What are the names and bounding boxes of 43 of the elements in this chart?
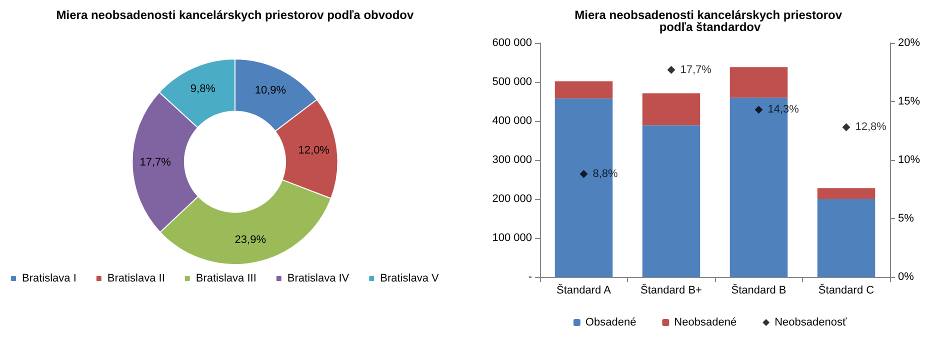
y2-tick-label: 20% xyxy=(898,37,920,49)
data-label: 17,7% xyxy=(140,156,172,168)
data-label: 17,7% xyxy=(680,64,712,76)
y-tick-label: 300 000 xyxy=(492,154,532,166)
point xyxy=(667,66,676,74)
legend-label: Bratislava V xyxy=(380,272,440,284)
y2-tick-label: 10% xyxy=(898,154,920,166)
bar xyxy=(817,199,876,277)
legend-label: Bratislava IV xyxy=(287,272,350,284)
point xyxy=(580,170,588,178)
legend-label: Neobsadené xyxy=(674,316,737,328)
bar xyxy=(554,81,613,98)
legend-label: Bratislava I xyxy=(22,272,76,284)
chart-title: Miera neobsadenosti kancelárskych priestorov podľa obvodov xyxy=(56,8,414,22)
chart-title: Miera neobsadenosti kancelárskych priestorov podľa štandardov xyxy=(574,8,846,34)
y-tick-label: 500 000 xyxy=(492,76,532,88)
y-tick-label: 200 000 xyxy=(492,193,532,205)
y-tick-label: 600 000 xyxy=(492,37,532,49)
x-tick-label: Štandard A xyxy=(556,284,612,296)
y2-tick-label: 15% xyxy=(898,96,920,108)
y2-tick-label: 0% xyxy=(898,271,914,283)
legend-label: Neobsadenosť xyxy=(774,316,848,328)
x-tick-label: Štandard C xyxy=(818,284,874,296)
y-tick-label: 100 000 xyxy=(492,232,532,244)
y-tick-label: - xyxy=(528,271,532,283)
y2-tick-label: 5% xyxy=(898,212,914,224)
point xyxy=(842,123,850,132)
data-label: 12,8% xyxy=(855,121,887,134)
bar xyxy=(730,67,788,98)
data-label: 23,9% xyxy=(234,234,266,246)
bar xyxy=(642,125,700,277)
legend-label: Obsadené xyxy=(585,316,636,328)
bar xyxy=(817,188,876,199)
legend-label: Bratislava III xyxy=(196,272,256,284)
bar xyxy=(642,93,700,126)
point xyxy=(754,106,763,114)
y-tick-label: 400 000 xyxy=(492,115,532,127)
data-label: 12,0% xyxy=(298,144,330,157)
legend-label: Bratislava II xyxy=(107,272,165,284)
data-label: 10,9% xyxy=(254,84,286,96)
x-tick-label: Štandard B xyxy=(731,284,786,296)
x-tick-label: Štandard B+ xyxy=(640,284,702,296)
data-label: 9,8% xyxy=(190,82,216,95)
